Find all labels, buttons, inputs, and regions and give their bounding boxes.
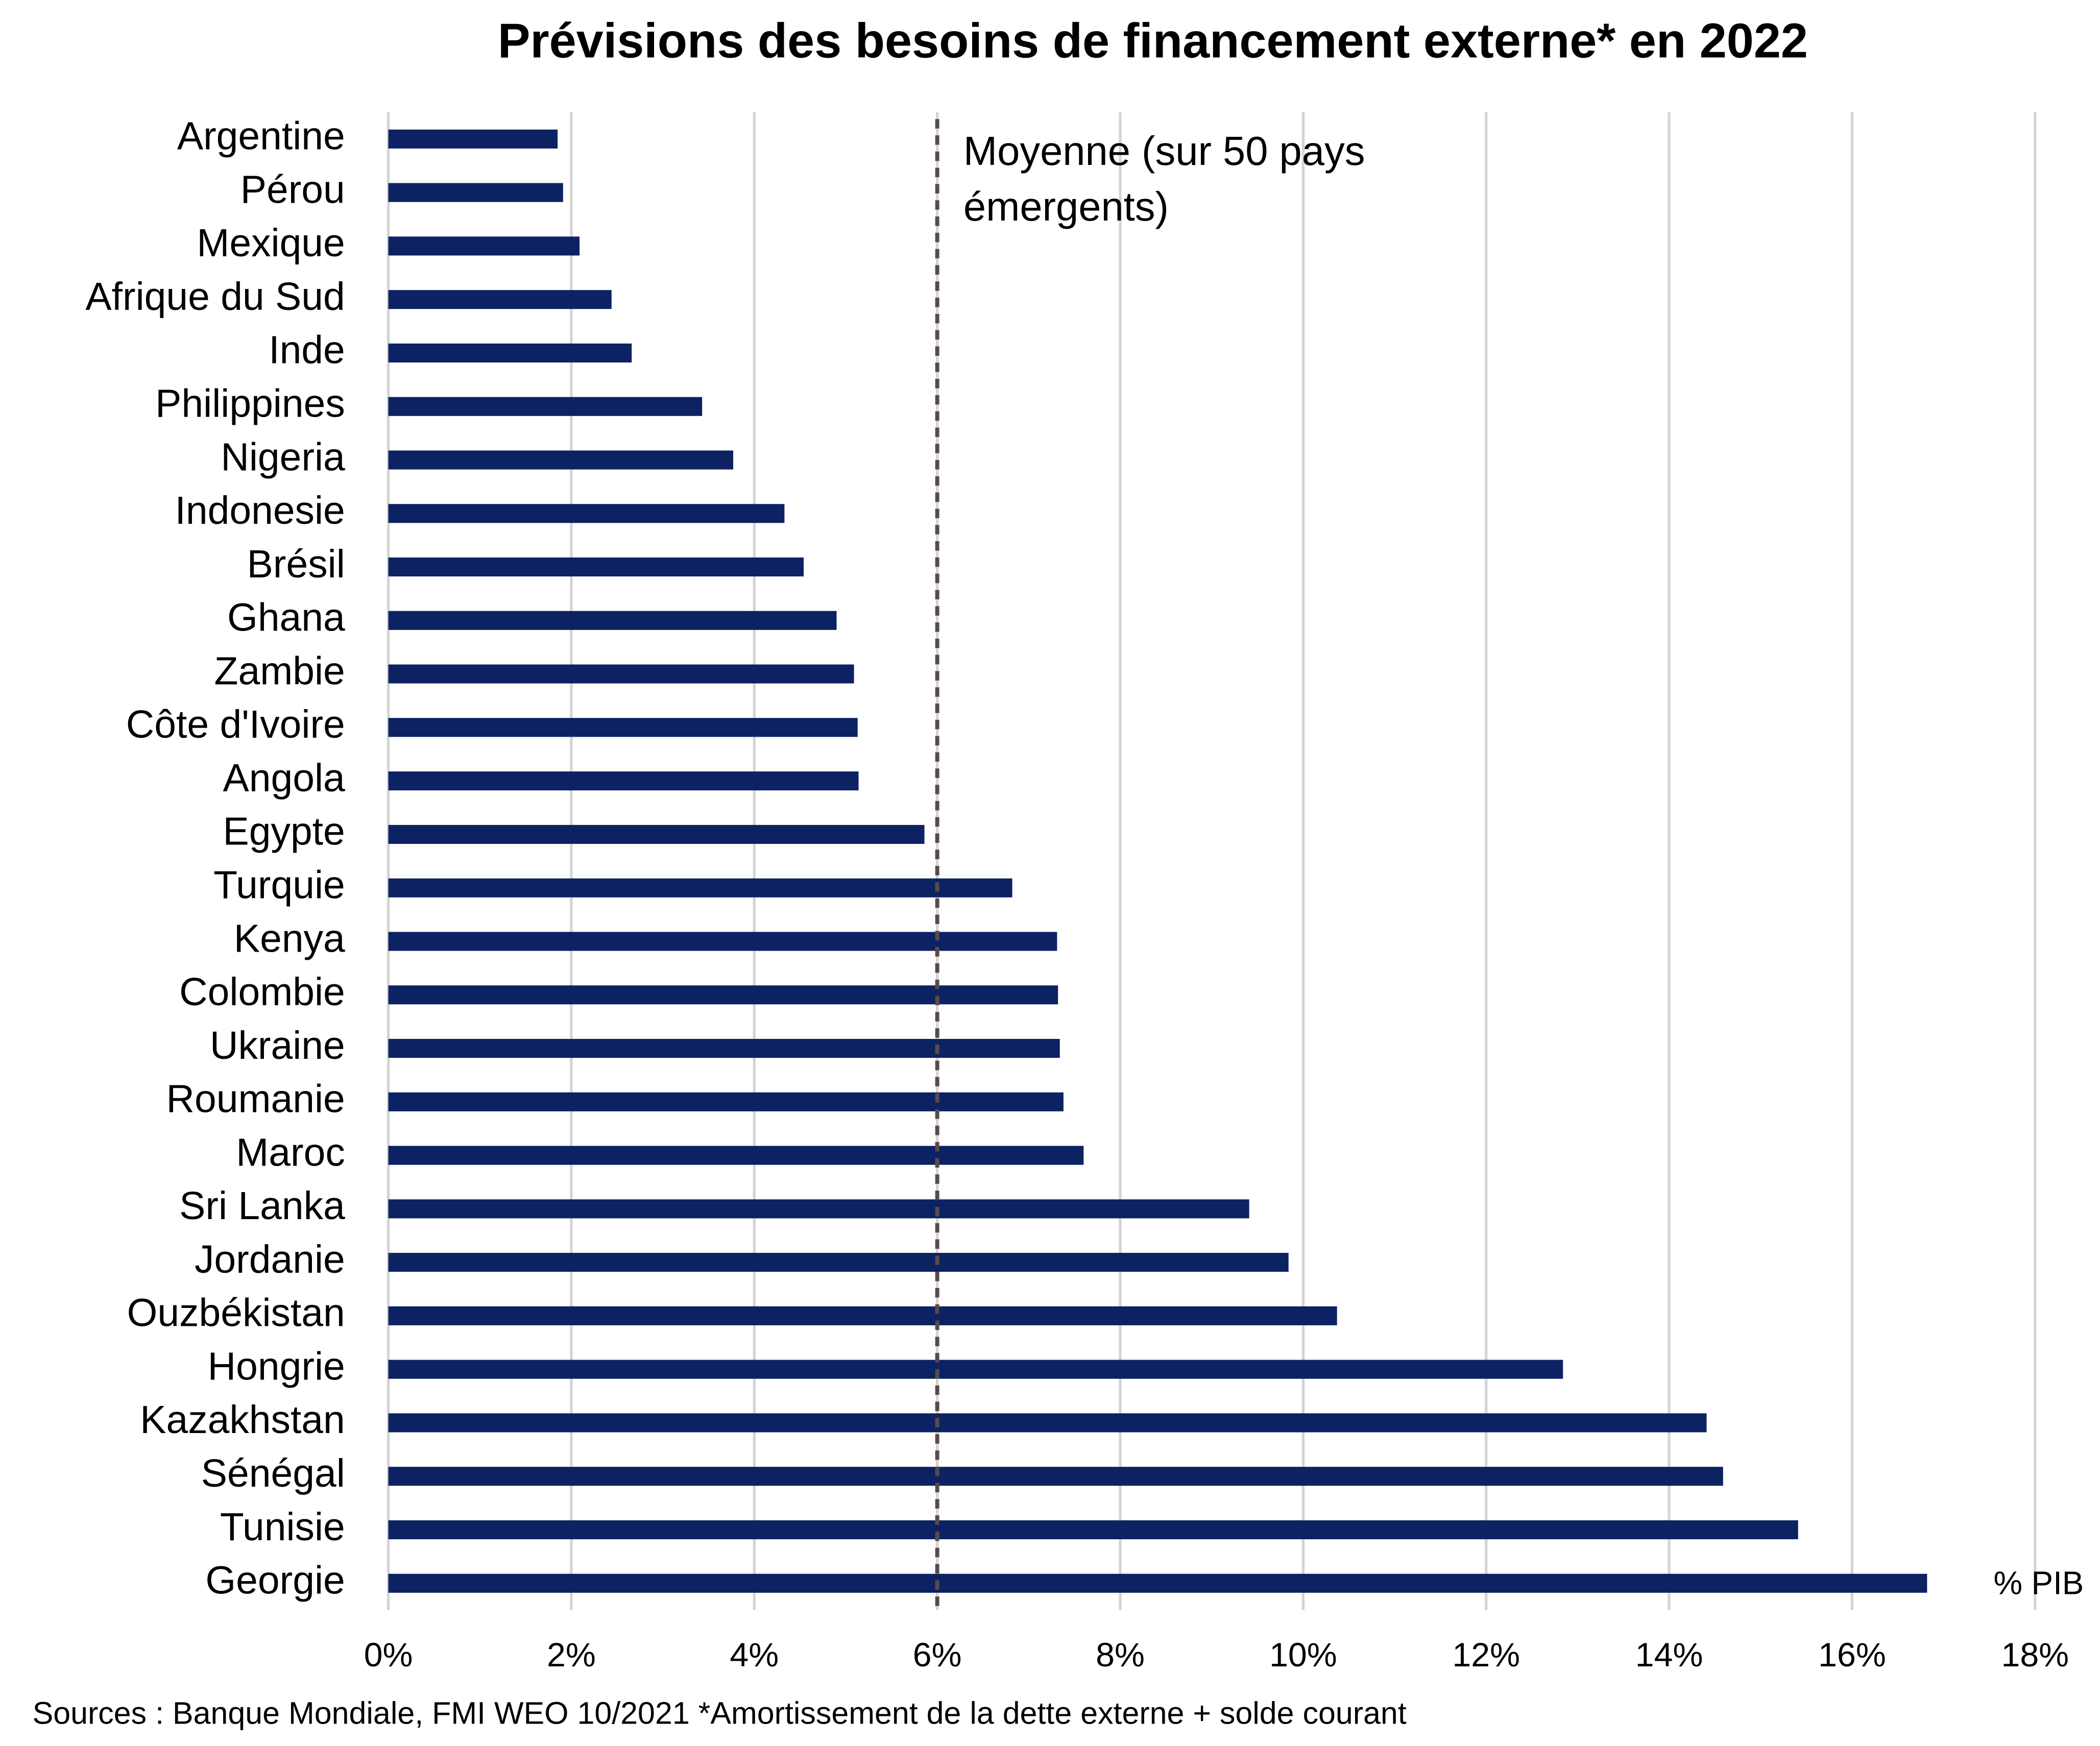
bar [388, 129, 558, 149]
y-tick-label: Roumanie [166, 1077, 345, 1121]
x-tick-label: 2% [547, 1636, 596, 1674]
y-tick-label: Argentine [177, 114, 345, 158]
bar [388, 557, 804, 577]
y-tick-label: Hongrie [208, 1344, 345, 1388]
y-tick-label: Brésil [247, 542, 345, 586]
x-tick-label: 6% [913, 1636, 962, 1674]
bar [388, 290, 612, 309]
bar [388, 504, 785, 523]
bar [388, 397, 703, 416]
y-tick-label: Colombie [179, 970, 345, 1014]
bar [388, 1038, 1060, 1058]
chart-title: Prévisions des besoins de financement ex… [498, 14, 1808, 68]
bar [388, 1092, 1064, 1111]
bar [388, 1146, 1084, 1165]
x-tick-label: 12% [1452, 1636, 1520, 1674]
bar [388, 183, 563, 202]
y-tick-label: Nigeria [221, 435, 345, 479]
bar [388, 1199, 1249, 1219]
bar [388, 824, 925, 844]
reference-label: émergents) [963, 184, 1169, 229]
reference-label: Moyenne (sur 50 pays [963, 128, 1365, 174]
y-tick-label: Ouzbékistan [127, 1291, 345, 1335]
y-tick-label: Sénégal [201, 1451, 345, 1495]
y-tick-label: Mexique [197, 221, 345, 265]
bar [388, 985, 1058, 1005]
bar [388, 1253, 1289, 1272]
unit-label: % PIB [1993, 1565, 2084, 1602]
y-tick-label: Sri Lanka [179, 1184, 345, 1228]
y-tick-label: Inde [269, 328, 345, 372]
y-tick-label: Tunisie [220, 1505, 345, 1549]
x-tick-label: 18% [2001, 1636, 2069, 1674]
source-note: Sources : Banque Mondiale, FMI WEO 10/20… [33, 1695, 1407, 1730]
bar [388, 718, 858, 737]
y-tick-label: Pérou [240, 167, 345, 211]
bar [388, 1520, 1798, 1540]
y-tick-label: Maroc [236, 1130, 345, 1174]
bar [388, 1306, 1337, 1325]
bar [388, 771, 859, 791]
y-tick-label: Côte d'Ivoire [126, 702, 345, 746]
bar [388, 450, 734, 470]
bar [388, 343, 632, 363]
x-tick-label: 16% [1818, 1636, 1886, 1674]
x-tick-label: 8% [1096, 1636, 1145, 1674]
bar [388, 878, 1012, 898]
bar [388, 1360, 1563, 1379]
bar [388, 1573, 1927, 1593]
x-tick-label: 14% [1635, 1636, 1703, 1674]
x-tick-label: 0% [364, 1636, 413, 1674]
y-tick-label: Afrique du Sud [85, 275, 345, 319]
bar [388, 236, 580, 256]
y-tick-label: Kazakhstan [140, 1398, 345, 1442]
bar [388, 611, 837, 630]
y-tick-label: Georgie [205, 1559, 345, 1603]
x-tick-label: 4% [730, 1636, 779, 1674]
y-tick-label: Angola [223, 756, 346, 800]
y-tick-label: Kenya [234, 916, 345, 960]
y-tick-label: Indonesie [175, 489, 345, 532]
y-tick-label: Zambie [214, 649, 345, 693]
bar [388, 1467, 1723, 1486]
y-tick-label: Turquie [213, 863, 345, 907]
bar [388, 664, 854, 684]
y-tick-label: Ghana [227, 596, 345, 640]
bar [388, 932, 1057, 951]
y-tick-label: Jordanie [195, 1238, 345, 1281]
bar [388, 1413, 1707, 1433]
y-tick-label: Philippines [155, 382, 345, 426]
x-tick-label: 10% [1269, 1636, 1337, 1674]
y-tick-label: Egypte [223, 810, 345, 854]
y-tick-label: Ukraine [210, 1024, 345, 1068]
